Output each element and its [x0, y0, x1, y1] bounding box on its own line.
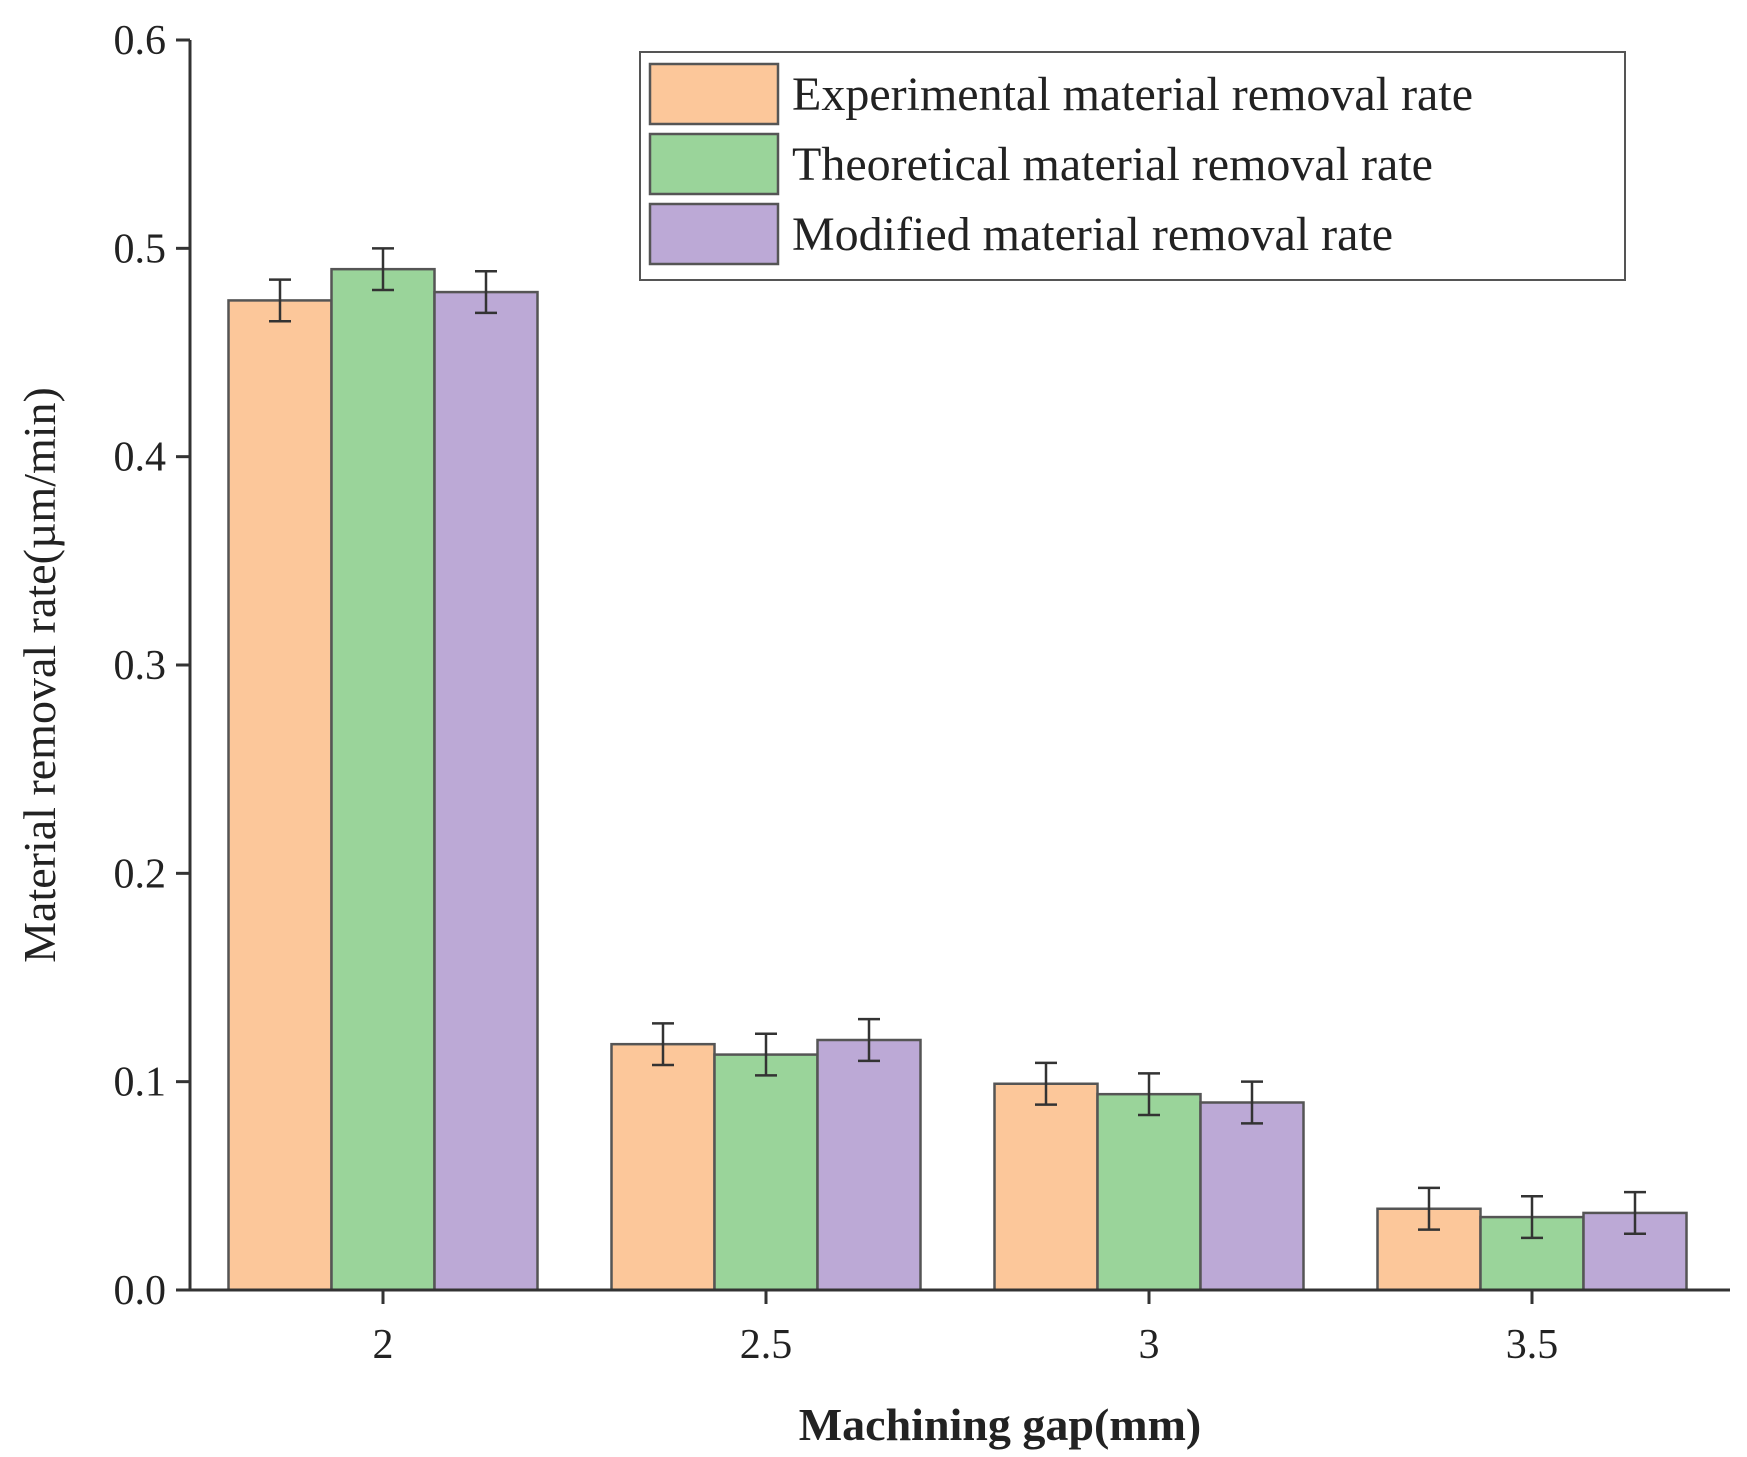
legend-label-3: Modified material removal rate — [792, 208, 1393, 261]
legend: Experimental material removal rate Theore… — [639, 51, 1626, 281]
bar-2-2.5 — [713, 1053, 819, 1292]
x-tick-label: 3.5 — [1506, 1322, 1559, 1368]
legend-label-2: Theoretical material removal rate — [792, 138, 1433, 191]
y-tick-label: 0.4 — [114, 435, 167, 481]
x-ticks: 2 2.5 3 3.5 — [373, 1290, 1559, 1368]
y-tick-label: 0.3 — [114, 643, 167, 689]
legend-swatch-1 — [648, 62, 780, 126]
y-ticks: 0.0 0.1 0.2 0.3 0.4 0.5 0.6 — [114, 18, 190, 1314]
y-axis-title: Material removal rate(µm/min) — [14, 387, 65, 963]
bar-1-2.5 — [610, 1042, 716, 1292]
bar-3-3 — [1199, 1101, 1305, 1292]
legend-box — [639, 51, 1626, 281]
bar-1-3 — [993, 1082, 1099, 1292]
y-tick-label: 0.5 — [114, 226, 167, 272]
bar-3-2.5 — [816, 1038, 922, 1292]
error-bars-layer — [269, 247, 1646, 1240]
bar-3-2 — [433, 290, 539, 1292]
bar-2-3 — [1096, 1092, 1202, 1292]
legend-label-1: Experimental material removal rate — [792, 68, 1473, 121]
x-tick-label: 2 — [373, 1322, 394, 1368]
y-tick-label: 0.6 — [114, 18, 167, 64]
bars-layer — [227, 267, 1688, 1292]
x-tick-label: 2.5 — [740, 1322, 793, 1368]
bar-2-2 — [330, 267, 436, 1292]
y-tick-label: 0.2 — [114, 851, 167, 897]
legend-swatch-3 — [648, 202, 780, 266]
x-tick-label: 3 — [1139, 1322, 1160, 1368]
y-tick-label: 0.1 — [114, 1060, 167, 1106]
legend-swatch-2 — [648, 132, 780, 196]
y-tick-label: 0.0 — [114, 1268, 167, 1314]
bar-1-2 — [227, 299, 333, 1292]
x-axis-title: Machining gap(mm) — [799, 1399, 1202, 1450]
